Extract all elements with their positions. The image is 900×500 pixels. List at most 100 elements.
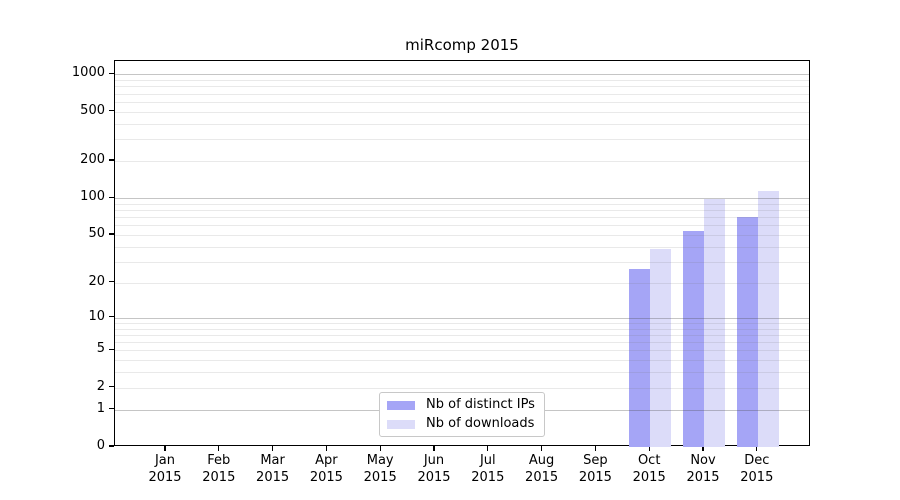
x-tick-month: Nov xyxy=(690,453,716,468)
y-tick-label: 1000 xyxy=(71,65,105,81)
gridline-100 xyxy=(115,198,809,200)
gridline-200 xyxy=(115,160,809,162)
bar-downloads-oct-2015 xyxy=(650,249,672,447)
x-tick-year: 2015 xyxy=(578,470,612,485)
x-tick-label-oct-2015: Oct 2015 xyxy=(621,452,677,486)
x-tick-mark xyxy=(325,446,328,451)
y-tick-mark xyxy=(108,196,114,198)
gridline-80 xyxy=(115,210,809,211)
gridline-50 xyxy=(115,234,809,236)
y-tick-mark xyxy=(108,110,114,112)
x-tick-month: Jun xyxy=(423,453,445,468)
bar-downloads-nov-2015 xyxy=(704,199,725,447)
x-tick-mark xyxy=(433,446,435,451)
x-tick-label-sep-2015: Sep 2015 xyxy=(567,452,623,486)
chart-title: miRcomp 2015 xyxy=(405,36,519,54)
x-tick-year: 2015 xyxy=(363,470,397,485)
y-tick-label: 100 xyxy=(80,189,105,205)
x-tick-year: 2015 xyxy=(632,470,666,485)
grid-layer xyxy=(115,61,809,445)
gridline-1000 xyxy=(115,74,809,76)
gridline-7 xyxy=(115,334,809,336)
gridline-500 xyxy=(115,111,809,113)
x-tick-mark xyxy=(272,446,274,451)
gridline-70 xyxy=(115,217,809,219)
x-tick-mark xyxy=(218,446,220,451)
x-tick-mark xyxy=(594,446,597,451)
y-tick-mark xyxy=(108,316,114,318)
x-tick-mark xyxy=(702,446,704,451)
x-tick-label-jul-2015: Jul 2015 xyxy=(460,452,516,486)
gridline-40 xyxy=(115,246,809,248)
x-tick-month: Sep xyxy=(583,453,608,468)
x-tick-mark xyxy=(756,446,758,451)
x-tick-year: 2015 xyxy=(309,470,343,485)
plot-area xyxy=(114,60,810,447)
legend-label-downloads: Nb of downloads xyxy=(426,416,535,431)
x-tick-label-feb-2015: Feb 2015 xyxy=(191,452,247,486)
x-tick-month: Oct xyxy=(637,453,661,468)
y-tick-mark xyxy=(108,72,114,74)
x-tick-year: 2015 xyxy=(471,470,505,485)
x-tick-year: 2015 xyxy=(202,470,236,485)
x-tick-month: Apr xyxy=(315,453,338,468)
legend-item-downloads: Nb of downloads xyxy=(387,417,537,431)
legend-swatch-distinct-ips xyxy=(387,400,415,410)
x-tick-month: Aug xyxy=(528,453,555,468)
y-tick-label: 2 xyxy=(96,378,105,394)
gridline-700 xyxy=(115,93,809,95)
legend-item-distinct-ips: Nb of distinct IPs xyxy=(387,398,537,412)
y-tick-mark xyxy=(108,445,114,447)
y-tick-label: 50 xyxy=(88,225,105,241)
gridline-8 xyxy=(115,328,809,330)
gridline-900 xyxy=(115,80,809,81)
gridline-9 xyxy=(115,322,809,324)
y-tick-mark xyxy=(108,281,114,283)
gridline-300 xyxy=(115,139,809,141)
legend: Nb of distinct IPs Nb of downloads xyxy=(379,392,545,437)
legend-swatch-downloads xyxy=(387,419,415,429)
gridline-400 xyxy=(115,123,809,125)
x-tick-label-nov-2015: Nov 2015 xyxy=(675,452,731,486)
bar-downloads-dec-2015 xyxy=(757,190,779,447)
y-tick-label: 10 xyxy=(88,308,105,324)
x-tick-mark xyxy=(379,446,381,451)
gridline-10 xyxy=(115,317,809,319)
x-tick-label-jun-2015: Jun 2015 xyxy=(406,452,462,486)
x-tick-label-jan-2015: Jan 2015 xyxy=(137,452,193,486)
x-tick-mark xyxy=(164,446,166,451)
y-tick-mark xyxy=(108,408,114,410)
gridline-5 xyxy=(115,350,809,352)
gridline-4 xyxy=(115,360,809,362)
x-tick-label-dec-2015: Dec 2015 xyxy=(729,452,785,486)
bars-layer xyxy=(115,61,809,447)
x-tick-month: Mar xyxy=(260,453,285,468)
y-tick-mark xyxy=(108,233,114,235)
y-tick-label: 0 xyxy=(96,438,105,453)
gridline-800 xyxy=(115,86,809,88)
gridline-3 xyxy=(115,372,809,374)
x-tick-label-apr-2015: Apr 2015 xyxy=(298,452,354,486)
y-tick-label: 1 xyxy=(96,400,105,416)
y-tick-label: 20 xyxy=(88,273,105,289)
x-tick-year: 2015 xyxy=(417,470,451,485)
gridline-6 xyxy=(115,342,809,343)
gridline-60 xyxy=(115,225,809,227)
x-tick-year: 2015 xyxy=(740,470,774,485)
x-tick-month: Jul xyxy=(479,453,496,468)
bar-distinct-ips-oct-2015 xyxy=(629,269,651,447)
x-tick-month: May xyxy=(366,453,394,468)
gridline-2 xyxy=(115,387,809,389)
x-tick-label-mar-2015: Mar 2015 xyxy=(245,452,301,486)
x-tick-year: 2015 xyxy=(686,470,720,485)
x-tick-year: 2015 xyxy=(148,470,182,485)
x-tick-month: Jan xyxy=(154,453,176,468)
x-tick-label-may-2015: May 2015 xyxy=(352,452,408,486)
y-tick-mark xyxy=(108,386,114,388)
y-tick-mark xyxy=(108,348,114,351)
x-tick-year: 2015 xyxy=(256,470,290,485)
y-tick-label: 500 xyxy=(80,102,105,118)
y-tick-label: 5 xyxy=(96,341,105,357)
y-tick-label: 200 xyxy=(80,151,105,167)
